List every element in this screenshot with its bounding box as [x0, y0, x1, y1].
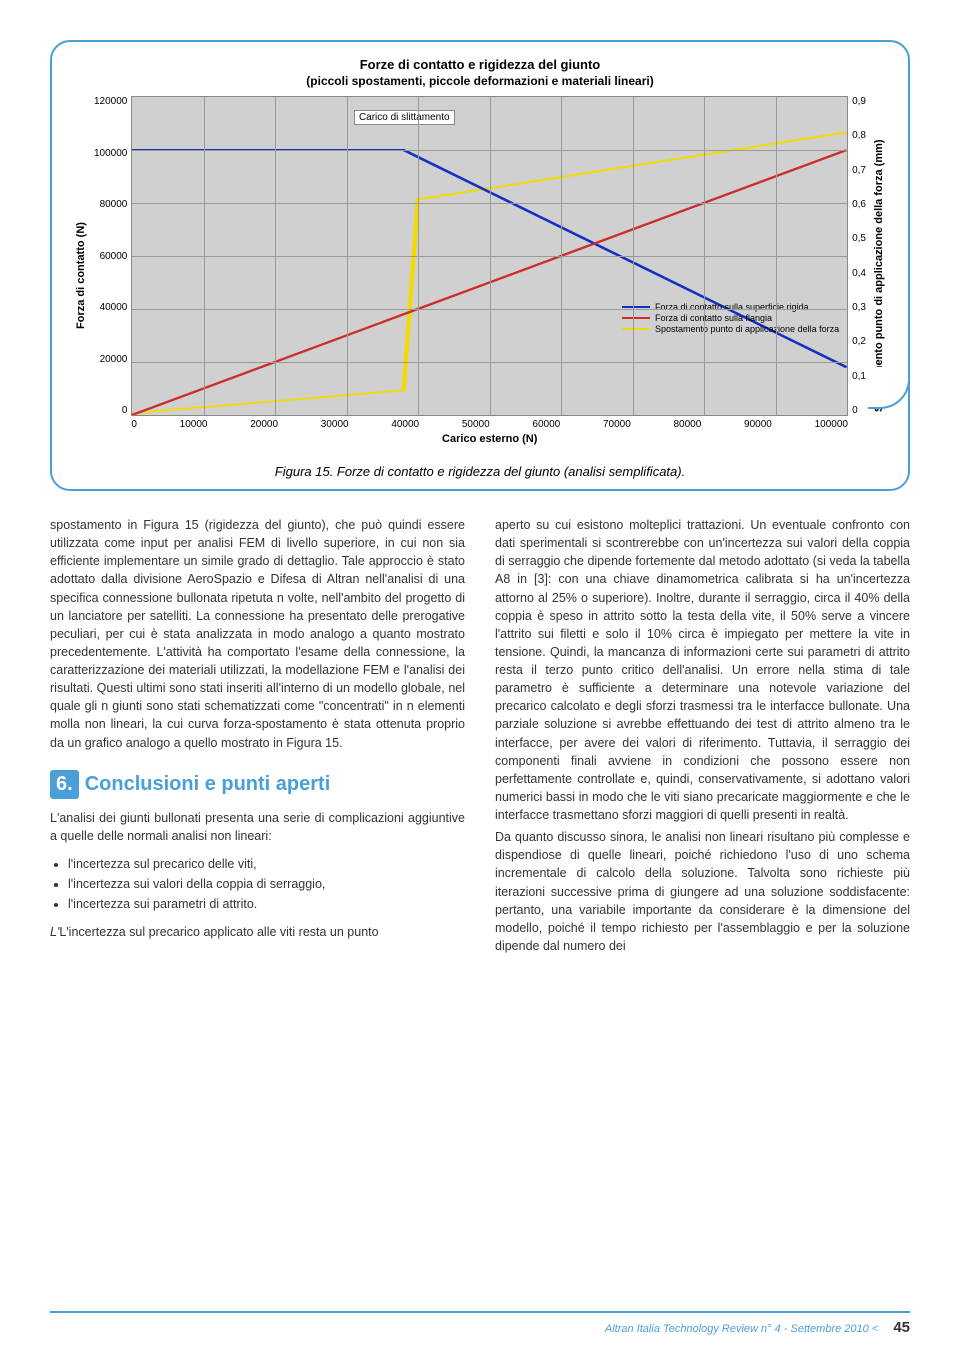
page: Forze di contatto e rigidezza del giunto… [0, 0, 960, 1356]
footer: Altran Italia Technology Review n° 4 - S… [50, 1311, 910, 1336]
chart-caption: Figura 15. Forze di contatto e rigidezza… [72, 464, 888, 479]
legend-item-yellow: Spostamento punto di applicazione della … [622, 324, 839, 334]
section-number: 6. [50, 770, 79, 799]
page-number: 45 [893, 1319, 910, 1336]
chart-figure: Forze di contatto e rigidezza del giunto… [50, 40, 910, 491]
chart-title: Forze di contatto e rigidezza del giunto [72, 57, 888, 72]
x-axis-ticks: 0100002000030000400005000060000700008000… [131, 419, 848, 430]
right-column: aperto su cui esistono molteplici tratta… [495, 516, 910, 955]
paragraph: L'analisi dei giunti bullonati presenta … [50, 809, 465, 845]
slip-load-label: Carico di slittamento [354, 110, 455, 125]
y-axis-ticks: 120000100000800006000040000200000 [90, 96, 131, 416]
list-item: l'incertezza sui parametri di attrito. [68, 895, 465, 913]
paragraph: Da quanto discusso sinora, le analisi no… [495, 828, 910, 955]
legend-item-red: Forza di contatto sulla flangia [622, 313, 839, 323]
paragraph: aperto su cui esistono molteplici tratta… [495, 516, 910, 824]
list-item: l'incertezza sul precarico delle viti, [68, 855, 465, 873]
y-axis-label: Forza di contatto (N) [72, 96, 90, 456]
body-columns: spostamento in Figura 15 (rigidezza del … [50, 516, 910, 955]
legend: Forza di contatto sulla superficie rigid… [622, 301, 839, 335]
paragraph: L'L'incertezza sul precarico applicato a… [50, 923, 465, 941]
chart-subtitle: (piccoli spostamenti, piccole deformazio… [72, 74, 888, 88]
y2-axis-label: Spostamento punto di applicazione della … [870, 96, 888, 456]
plot-area: Carico di slittamento Forza di contatto … [131, 96, 848, 416]
bullet-list: l'incertezza sul precarico delle viti, l'… [68, 855, 465, 913]
y2-axis-ticks: 0,90,80,70,60,50,40,30,20,10 [848, 96, 870, 416]
plot-wrap: Forza di contatto (N) 120000100000800006… [72, 96, 888, 456]
plot: Carico di slittamento Forza di contatto … [131, 96, 848, 456]
legend-item-blue: Forza di contatto sulla superficie rigid… [622, 302, 839, 312]
section-title: Conclusioni e punti aperti [85, 773, 331, 795]
footer-rule [50, 1311, 910, 1313]
left-column: spostamento in Figura 15 (rigidezza del … [50, 516, 465, 955]
list-item: l'incertezza sui valori della coppia di … [68, 875, 465, 893]
paragraph: spostamento in Figura 15 (rigidezza del … [50, 516, 465, 752]
footer-text: Altran Italia Technology Review n° 4 - S… [50, 1319, 910, 1336]
x-axis-label: Carico esterno (N) [131, 433, 848, 445]
section-heading: 6. Conclusioni e punti aperti [50, 770, 465, 799]
